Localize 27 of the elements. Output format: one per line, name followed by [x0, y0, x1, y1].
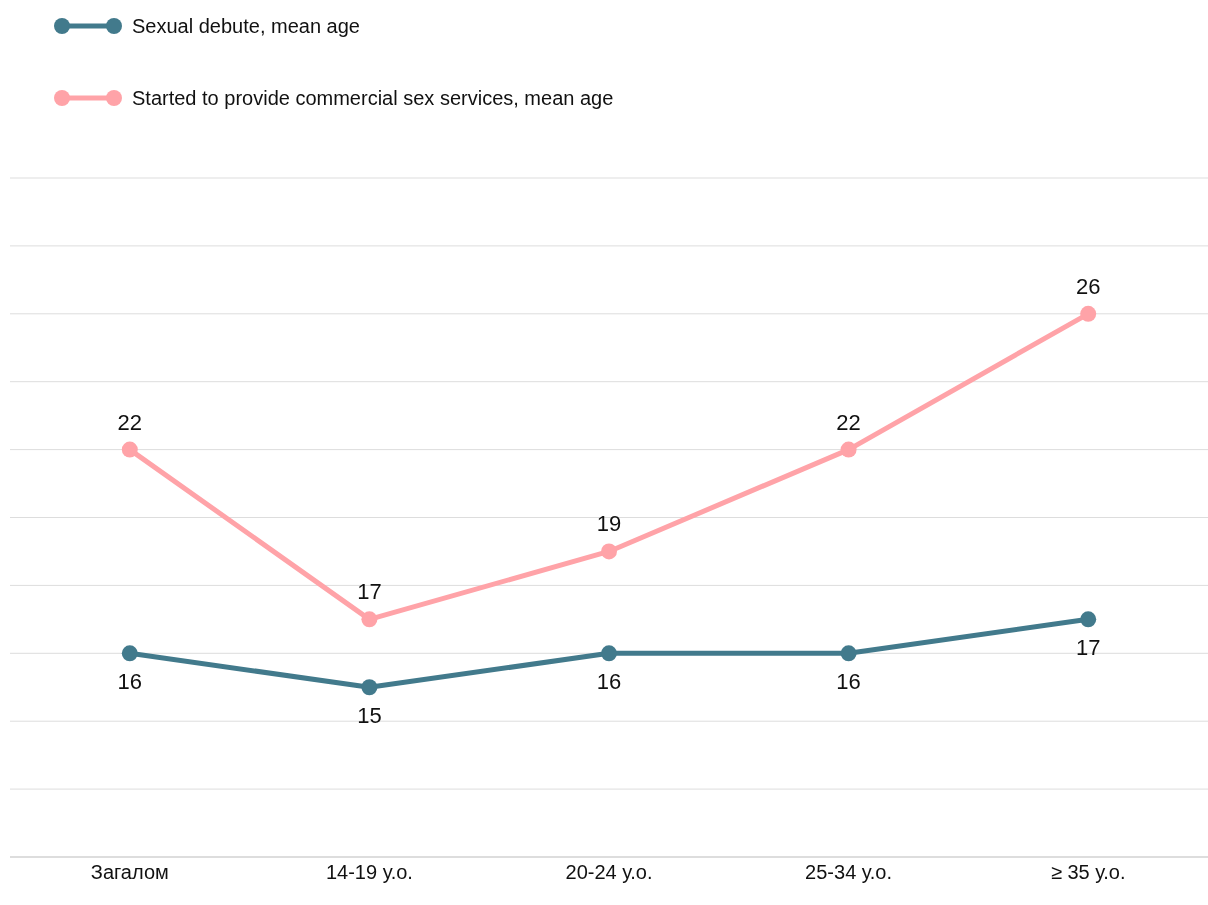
legend-label: Started to provide commercial sex services, mean age	[132, 86, 614, 110]
data-label: 15	[357, 702, 382, 728]
point	[840, 441, 857, 458]
data-label: 16	[596, 668, 622, 694]
data-label: 22	[117, 409, 143, 435]
x-tick-label: 25-34 у.о.	[805, 861, 893, 884]
point	[601, 645, 617, 662]
data-label: 17	[1075, 634, 1101, 660]
data-label: 26	[1075, 273, 1101, 299]
data-label: 17	[357, 579, 382, 605]
point	[1080, 305, 1097, 322]
point	[1080, 611, 1097, 628]
data-label: 16	[836, 668, 861, 694]
x-tick-label: 20-24 у.о.	[565, 861, 653, 884]
data-label: 19	[596, 511, 622, 537]
legend-label: Sexual debute, mean age	[132, 14, 360, 38]
x-tick-label: 14-19 у.о.	[325, 861, 413, 884]
point	[601, 543, 617, 560]
point	[361, 679, 378, 696]
data-label: 16	[117, 668, 143, 694]
point	[840, 645, 857, 662]
point	[361, 611, 378, 628]
x-tick-label: Загалом	[90, 861, 169, 884]
point	[121, 441, 138, 458]
point	[121, 645, 138, 662]
data-label: 22	[836, 409, 861, 435]
x-tick-label: ≥ 35 у.о.	[1050, 861, 1126, 884]
